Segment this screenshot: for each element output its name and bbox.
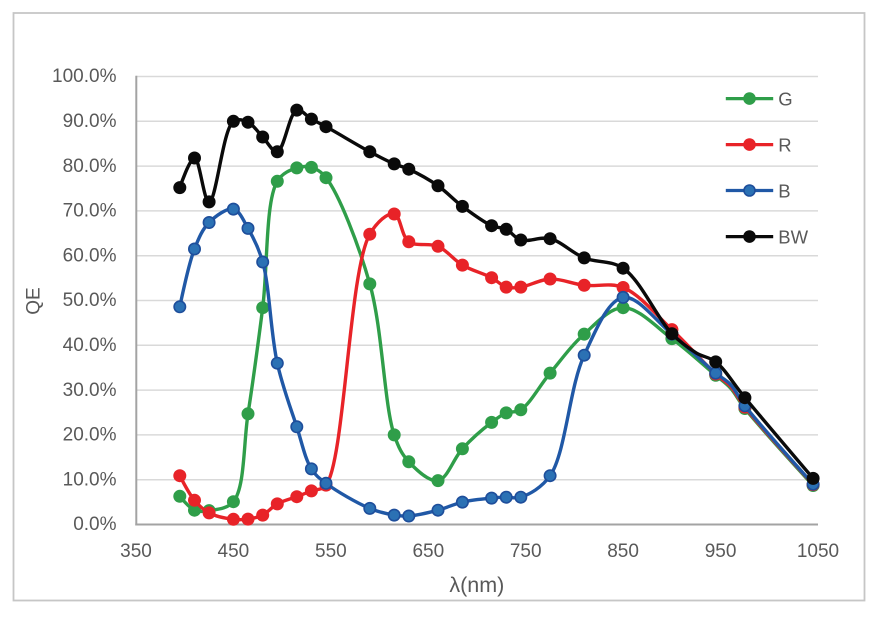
- svg-text:10.0%: 10.0%: [63, 469, 117, 490]
- svg-text:50.0%: 50.0%: [63, 290, 117, 311]
- svg-text:20.0%: 20.0%: [63, 425, 117, 446]
- svg-text:80.0%: 80.0%: [63, 156, 117, 177]
- svg-text:70.0%: 70.0%: [63, 201, 117, 222]
- svg-text:950: 950: [705, 541, 737, 562]
- svg-text:B: B: [778, 181, 790, 202]
- svg-text:550: 550: [315, 541, 347, 562]
- svg-text:90.0%: 90.0%: [63, 111, 117, 132]
- svg-text:30.0%: 30.0%: [63, 380, 117, 401]
- svg-text:850: 850: [607, 541, 639, 562]
- svg-text:650: 650: [412, 541, 444, 562]
- svg-text:350: 350: [120, 541, 152, 562]
- svg-text:40.0%: 40.0%: [63, 335, 117, 356]
- svg-text:QE: QE: [24, 287, 45, 314]
- svg-text:750: 750: [510, 541, 542, 562]
- svg-text:60.0%: 60.0%: [63, 245, 117, 266]
- svg-text:λ(nm): λ(nm): [449, 573, 504, 597]
- svg-text:BW: BW: [778, 227, 808, 248]
- svg-text:0.0%: 0.0%: [73, 514, 116, 535]
- svg-text:R: R: [778, 135, 791, 156]
- svg-text:450: 450: [218, 541, 250, 562]
- svg-text:1050: 1050: [797, 541, 839, 562]
- svg-text:100.0%: 100.0%: [52, 66, 117, 87]
- svg-text:G: G: [778, 89, 792, 110]
